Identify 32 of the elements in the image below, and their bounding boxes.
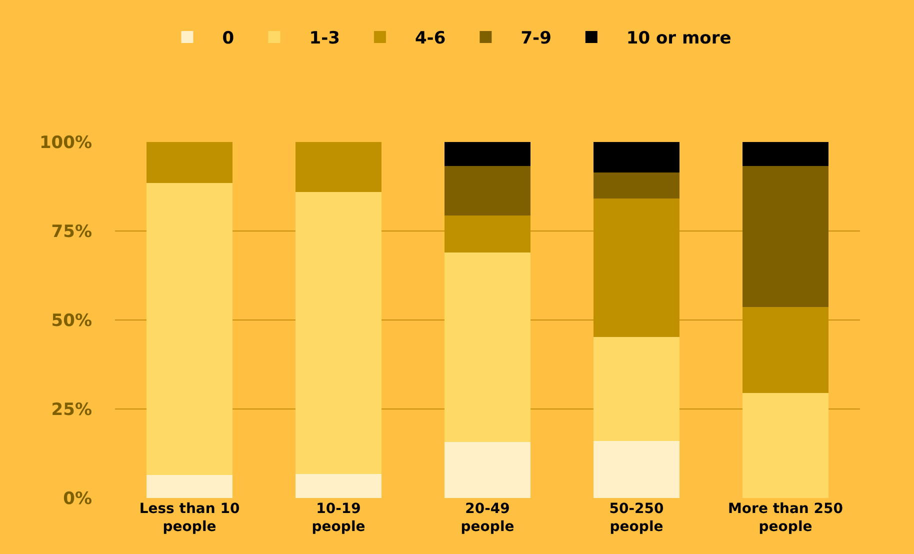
legend-label: 10 or more [626, 28, 732, 49]
bar [146, 142, 233, 183]
x-tick-label: 20-49 people [460, 501, 514, 536]
bar [444, 252, 531, 442]
bar [593, 142, 680, 172]
x-tick-label: More than 250 people [728, 501, 844, 536]
x-tick-label: 50-250 people [609, 501, 664, 536]
legend-label: 7-9 [520, 28, 552, 49]
x-tick-label: 10-19 people [312, 501, 366, 536]
bar [295, 142, 382, 192]
y-tick-label: 25% [51, 400, 92, 420]
bar [444, 142, 531, 166]
legend-label: 0 [222, 28, 234, 49]
y-tick-label: 100% [39, 132, 92, 153]
legend-label: 1-3 [309, 28, 340, 49]
y-tick-label: 75% [51, 222, 92, 242]
bar [146, 182, 233, 475]
bar [295, 192, 382, 474]
bar [742, 166, 829, 307]
bar [444, 442, 531, 498]
bar [593, 337, 680, 442]
y-tick-label: 50% [51, 310, 92, 331]
bar [742, 392, 829, 498]
bar [593, 441, 680, 498]
y-tick-label: 0% [63, 488, 92, 509]
bar [742, 142, 829, 166]
bar [146, 474, 233, 498]
x-tick-label: Less than 10 people [139, 501, 240, 536]
bar [444, 166, 531, 216]
legend-label: 4-6 [414, 28, 446, 49]
bar [295, 474, 382, 498]
bar [593, 172, 680, 198]
